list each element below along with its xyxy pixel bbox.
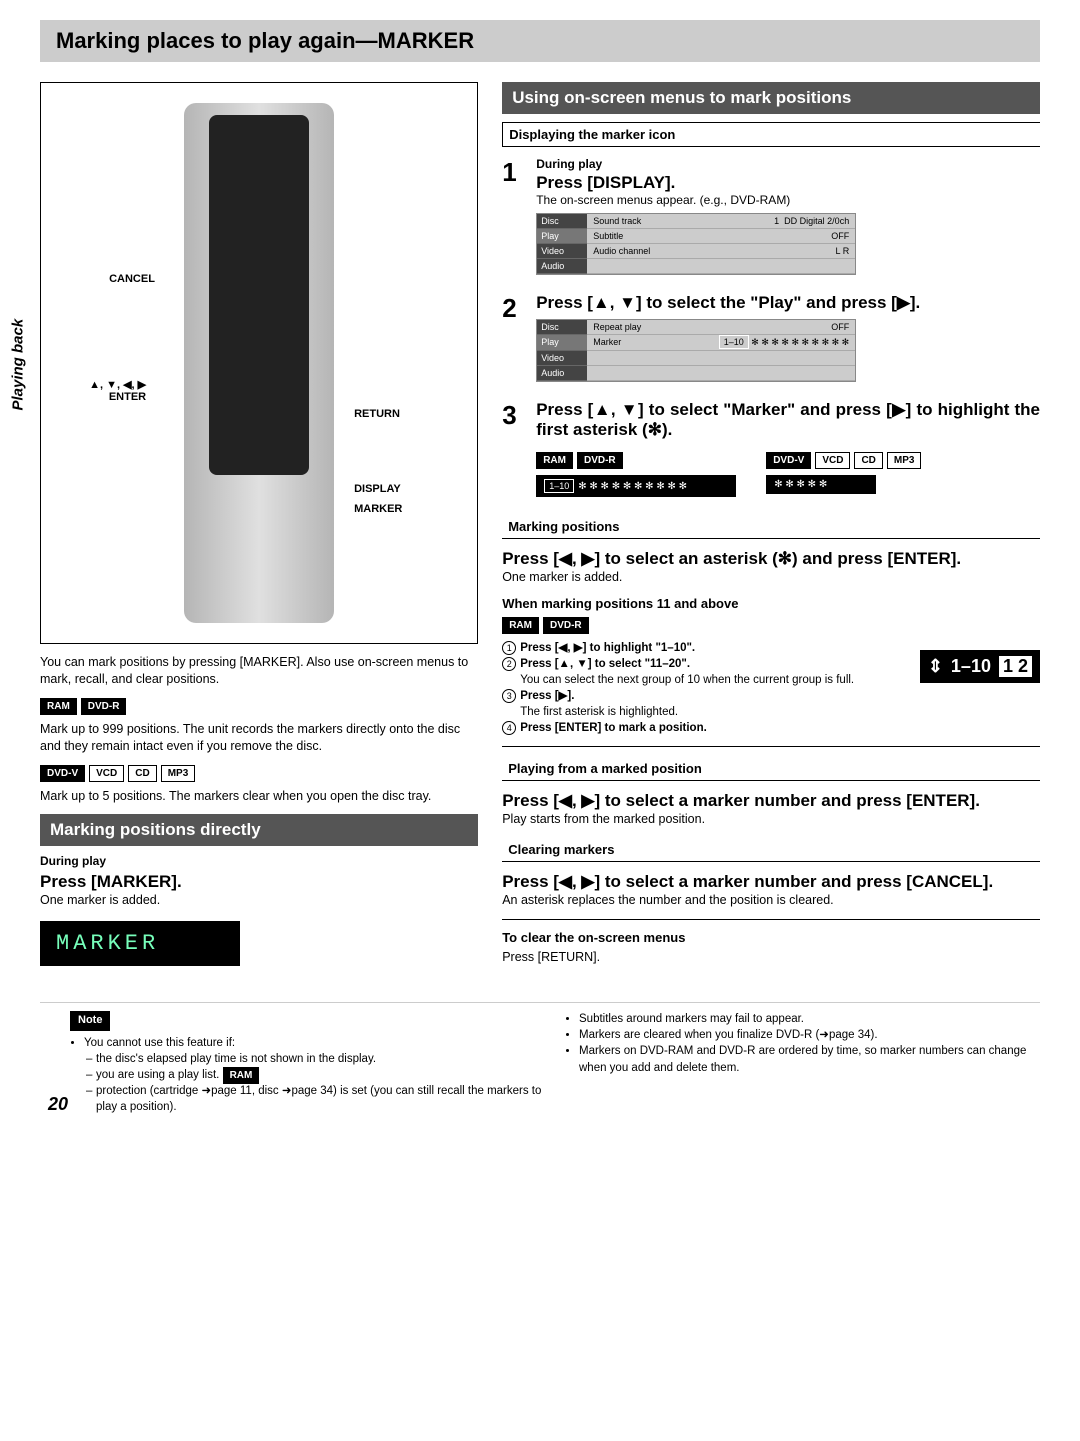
callout-cancel: CANCEL bbox=[109, 273, 155, 285]
note-r2: Markers are cleared when you finalize DV… bbox=[579, 1027, 1040, 1043]
note-head: You cannot use this feature if: bbox=[84, 1037, 235, 1049]
cm-sub: An asterisk replaces the number and the … bbox=[502, 892, 1040, 909]
callout-marker: MARKER bbox=[354, 503, 402, 515]
page-title: Marking places to play again—MARKER bbox=[40, 20, 1040, 62]
osd-1: DiscSound track1 DD Digital 2/0ch PlaySu… bbox=[536, 213, 856, 275]
badge-dvdr: DVD-R bbox=[81, 698, 127, 715]
note-label: Note bbox=[70, 1011, 110, 1030]
mp-head: Press [◀, ▶] to select an asterisk (✻) a… bbox=[502, 549, 1040, 569]
pf-sub: Play starts from the marked position. bbox=[502, 811, 1040, 828]
para-999: Mark up to 999 positions. The unit recor… bbox=[40, 721, 478, 755]
sub-head-1: Displaying the marker icon bbox=[509, 127, 675, 142]
step-2-head: Press [▲, ▼] to select the "Play" and pr… bbox=[536, 293, 1040, 313]
step-1-sub: The on-screen menus appear. (e.g., DVD-R… bbox=[536, 193, 1040, 207]
badge-ram: RAM bbox=[40, 698, 77, 715]
note-r1: Subtitles around markers may fail to app… bbox=[579, 1011, 1040, 1027]
clear-osd-head: To clear the on-screen menus bbox=[502, 930, 1040, 945]
callout-return: RETURN bbox=[354, 408, 400, 420]
note-l3: protection (cartridge ➜page 11, disc ➜pa… bbox=[96, 1083, 545, 1115]
marker-strip-b: ✻ ✻ ✻ ✻ ✻ bbox=[766, 475, 876, 494]
badge-row-1: RAM DVD-R bbox=[40, 698, 478, 715]
step-3-head: Press [▲, ▼] to select "Marker" and pres… bbox=[536, 400, 1040, 440]
clear-osd-sub: Press [RETURN]. bbox=[502, 949, 1040, 966]
step-1-head: Press [DISPLAY]. bbox=[536, 173, 1040, 193]
osd-2: DiscRepeat playOFF PlayMarker1–10 ✻ ✻ ✻ … bbox=[536, 319, 856, 382]
press-marker: Press [MARKER]. bbox=[40, 872, 478, 892]
callout-display: DISPLAY bbox=[354, 483, 401, 495]
badge-mp3: MP3 bbox=[161, 765, 196, 782]
badge-cd: CD bbox=[128, 765, 156, 782]
step-2-num: 2 bbox=[502, 293, 526, 388]
marker-strip-a: 1–10 ✻ ✻ ✻ ✻ ✻ ✻ ✻ ✻ ✻ ✻ bbox=[536, 475, 736, 497]
section-bar-direct: Marking positions directly bbox=[40, 814, 478, 846]
badge-dvdv: DVD-V bbox=[40, 765, 85, 782]
sub-head-4: Clearing markers bbox=[508, 842, 614, 857]
cm-head: Press [◀, ▶] to select a marker number a… bbox=[502, 872, 1040, 892]
pf-head: Press [◀, ▶] to select a marker number a… bbox=[502, 791, 1040, 811]
intro-text: You can mark positions by pressing [MARK… bbox=[40, 654, 478, 688]
sub-head-2: Marking positions bbox=[508, 519, 619, 534]
when-11-head: When marking positions 11 and above bbox=[502, 596, 910, 611]
badge-row-2: DVD-V VCD CD MP3 bbox=[40, 765, 478, 782]
sidebar-label: Playing back bbox=[10, 319, 27, 411]
one-marker-added: One marker is added. bbox=[40, 892, 478, 909]
note-l2: you are using a play list. bbox=[96, 1069, 219, 1081]
callout-enter: ▲, ▼, ◀, ▶ ENTER bbox=[89, 378, 146, 403]
mini-osd: ⇕ 1–10 1 2 bbox=[920, 650, 1040, 683]
mp-sub: One marker is added. bbox=[502, 569, 1040, 586]
note-r3: Markers on DVD-RAM and DVD-R are ordered… bbox=[579, 1043, 1040, 1075]
badge-vcd: VCD bbox=[89, 765, 124, 782]
sub-head-3: Playing from a marked position bbox=[508, 761, 702, 776]
step-1-pre: During play bbox=[536, 157, 1040, 171]
step-1-num: 1 bbox=[502, 157, 526, 281]
para-5: Mark up to 5 positions. The markers clea… bbox=[40, 788, 478, 805]
step-3-num: 3 bbox=[502, 400, 526, 503]
note-l1: the disc's elapsed play time is not show… bbox=[96, 1051, 545, 1067]
section-bar-osd: Using on-screen menus to mark positions bbox=[502, 82, 1040, 114]
lcd-marker: MARKER bbox=[40, 921, 240, 966]
remote-illustration: CANCEL ▲, ▼, ◀, ▶ ENTER RETURN DISPLAY M… bbox=[40, 82, 478, 644]
page-number: 20 bbox=[48, 1094, 68, 1115]
during-play-label: During play bbox=[40, 854, 478, 868]
